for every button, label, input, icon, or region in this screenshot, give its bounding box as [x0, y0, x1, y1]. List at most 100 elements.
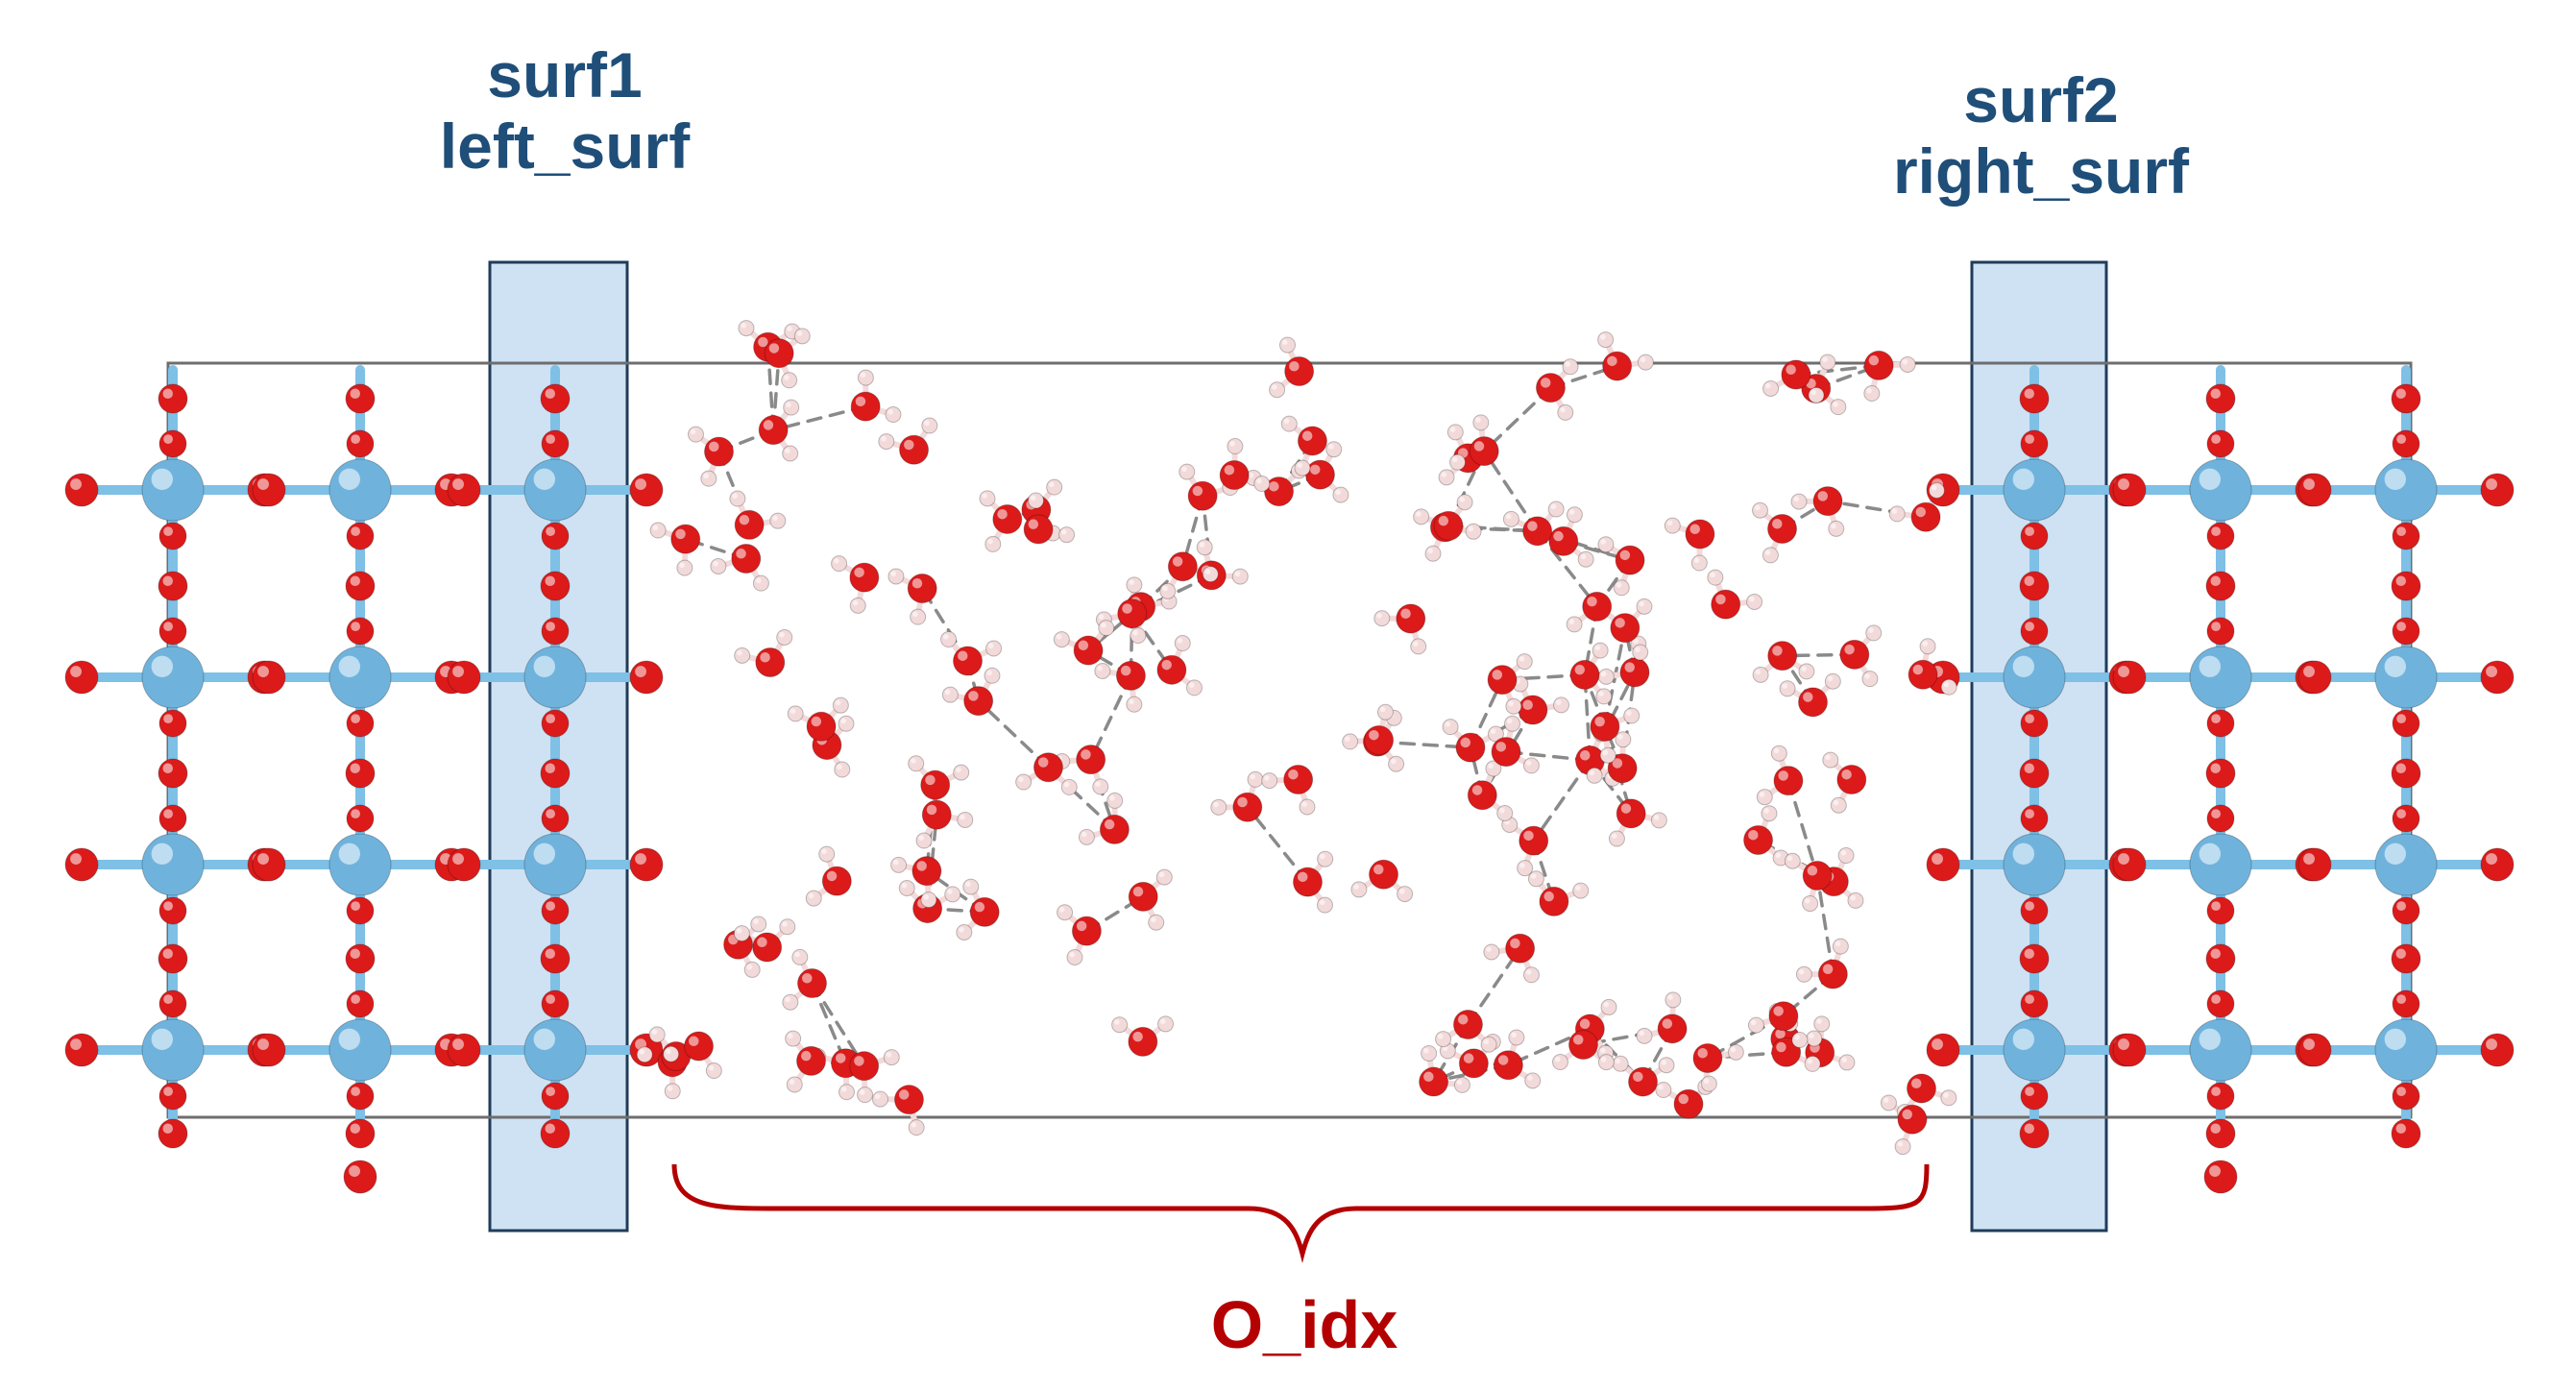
- oxygen-atom: [540, 758, 571, 789]
- water-hydrogen-atom: [729, 490, 746, 507]
- water-oxygen-atom: [1128, 881, 1158, 912]
- oxygen-atom: [346, 522, 375, 550]
- water-oxygen-atom-highlight: [1423, 1071, 1434, 1083]
- water-hydrogen-atom-highlight: [1250, 773, 1256, 780]
- water-oxygen-atom: [1535, 373, 1566, 403]
- water-hydrogen-atom-highlight: [1922, 641, 1929, 647]
- water-hydrogen-atom-highlight: [667, 1086, 673, 1091]
- water-hydrogen-atom: [1804, 1055, 1821, 1072]
- water-hydrogen-atom-highlight: [1030, 495, 1036, 501]
- water-oxygen-atom-highlight: [763, 420, 774, 430]
- water-hydrogen-atom-highlight: [837, 764, 842, 770]
- water-hydrogen-atom-highlight: [1580, 553, 1587, 560]
- water-hydrogen-atom: [1830, 399, 1847, 416]
- water-hydrogen-atom: [1813, 1015, 1831, 1033]
- water-hydrogen-atom-highlight: [1883, 1097, 1889, 1103]
- water-hydrogen-atom-highlight: [1098, 614, 1105, 620]
- water-oxygen-atom: [1897, 1104, 1928, 1135]
- oxygen-atom: [345, 383, 376, 414]
- water-oxygen-atom: [992, 503, 1023, 534]
- water-hydrogen-atom-highlight: [1626, 710, 1632, 717]
- oxygen-atom: [2391, 758, 2421, 789]
- water-hydrogen-atom-highlight: [923, 894, 929, 900]
- water-hydrogen-atom-highlight: [1353, 884, 1359, 890]
- water-hydrogen-atom: [1332, 486, 1349, 503]
- water-hydrogen-atom: [1819, 354, 1836, 371]
- water-oxygen-atom-highlight: [1224, 465, 1235, 476]
- water-hydrogen-atom-highlight: [1441, 472, 1447, 477]
- water-oxygen-atom: [1396, 603, 1426, 634]
- water-oxygen-atom-highlight: [997, 508, 1008, 520]
- water-hydrogen-atom-highlight: [1850, 894, 1856, 901]
- oxygen-atom: [2206, 896, 2235, 925]
- water-hydrogen-atom-highlight: [1550, 503, 1557, 510]
- oxygen-atom: [629, 473, 664, 507]
- water-hydrogen-atom-highlight: [1530, 873, 1537, 879]
- water-hydrogen-atom: [1057, 904, 1074, 921]
- water-hydrogen-atom: [1566, 506, 1583, 524]
- oxygen-atom: [541, 709, 570, 738]
- water-hydrogen-atom-highlight: [1764, 549, 1771, 555]
- water-hydrogen-atom: [944, 886, 961, 903]
- water-hydrogen-atom-highlight: [782, 921, 788, 927]
- water-oxygen-atom: [969, 896, 1000, 927]
- oxygen-atom: [541, 804, 570, 833]
- water-hydrogen-atom: [1504, 715, 1521, 732]
- metal-atom: [523, 833, 587, 896]
- oxygen-atom: [2203, 1160, 2238, 1194]
- water-oxygen-atom-highlight: [1776, 1041, 1786, 1053]
- oxygen-atom: [2112, 660, 2147, 695]
- water-hydrogen-atom-highlight: [703, 473, 709, 479]
- water-oxygen-atom-highlight: [1460, 737, 1470, 748]
- water-hydrogen-atom: [1636, 1027, 1653, 1044]
- oxygen-atom-highlight: [162, 388, 173, 399]
- water-hydrogen-atom-highlight: [1459, 497, 1466, 502]
- water-hydrogen-atom-highlight: [1782, 683, 1787, 689]
- water-hydrogen-atom: [663, 1045, 680, 1062]
- oxygen-atom-highlight: [2396, 901, 2407, 911]
- water-hydrogen-atom-highlight: [1486, 946, 1492, 952]
- oxygen-atom: [345, 758, 376, 789]
- water-hydrogen-atom: [1092, 778, 1109, 795]
- water-hydrogen-atom-highlight: [1271, 384, 1277, 390]
- water-hydrogen-atom: [791, 948, 809, 965]
- oxygen-atom-highlight: [2025, 622, 2035, 631]
- oxygen-atom-highlight: [2486, 853, 2497, 865]
- water-hydrogen-atom-highlight: [1594, 645, 1601, 651]
- water-hydrogen-atom-highlight: [1603, 1001, 1610, 1008]
- water-oxygen-atom: [1836, 764, 1867, 794]
- water-oxygen-atom: [1910, 501, 1941, 532]
- oxygen-atom-highlight: [2396, 434, 2407, 444]
- water-hydrogen-atom: [908, 755, 925, 772]
- water-hydrogen-atom: [940, 631, 958, 648]
- water-hydrogen-atom-highlight: [1451, 456, 1458, 463]
- water-hydrogen-atom-highlight: [1661, 1060, 1667, 1065]
- water-oxygen-atom: [1283, 764, 1314, 794]
- water-hydrogen-atom-highlight: [1063, 781, 1070, 788]
- water-hydrogen-atom-highlight: [1519, 863, 1525, 868]
- metal-atom-highlight: [2384, 843, 2406, 865]
- water-hydrogen-atom: [786, 1076, 803, 1093]
- metal-atom: [328, 458, 392, 522]
- hydrogen-bond: [1826, 499, 1928, 519]
- oxygen-atom-highlight: [351, 994, 360, 1004]
- water-hydrogen-atom: [1664, 517, 1681, 534]
- oxygen-atom-highlight: [2210, 1123, 2221, 1134]
- water-oxygen-atom-highlight: [1510, 938, 1520, 949]
- water-hydrogen-atom-highlight: [1129, 698, 1134, 705]
- water-hydrogen-atom: [700, 470, 717, 487]
- water-hydrogen-atom-highlight: [1639, 600, 1644, 607]
- water-oxygen-atom-highlight: [1841, 769, 1852, 780]
- water-hydrogen-atom-highlight: [779, 631, 785, 638]
- metal-atom-highlight: [151, 1028, 173, 1051]
- water-oxygen-atom: [1297, 426, 1327, 456]
- water-hydrogen-atom-highlight: [924, 420, 930, 427]
- water-hydrogen-atom-highlight: [713, 560, 718, 567]
- water-hydrogen-atom-highlight: [785, 996, 790, 1003]
- oxygen-atom: [541, 617, 570, 646]
- water-hydrogen-atom: [636, 1046, 653, 1063]
- water-oxygen-atom: [1458, 1048, 1489, 1079]
- oxygen-atom-highlight: [452, 853, 464, 865]
- water-oxygen-atom-highlight: [1574, 664, 1586, 675]
- oxygen-atom: [540, 943, 571, 974]
